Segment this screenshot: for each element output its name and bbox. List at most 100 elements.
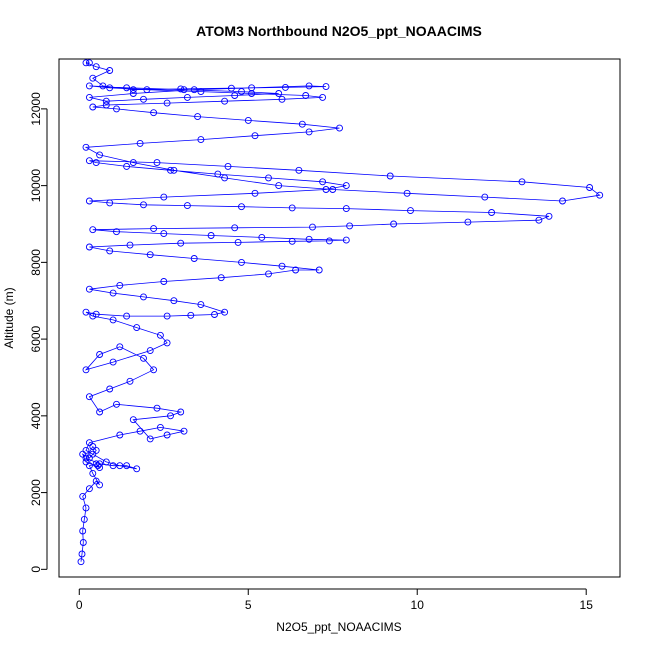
data-point xyxy=(160,230,168,238)
data-point xyxy=(82,446,90,454)
data-point xyxy=(116,431,124,439)
data-point xyxy=(329,186,337,193)
data-point xyxy=(136,427,144,435)
data-point xyxy=(92,460,100,468)
data-point xyxy=(150,366,158,374)
data-point xyxy=(275,182,283,190)
data-point xyxy=(136,139,144,147)
data-point xyxy=(92,446,100,454)
data-point xyxy=(258,233,266,241)
data-point xyxy=(265,270,272,278)
data-point xyxy=(177,85,185,93)
data-point xyxy=(133,465,141,473)
data-point xyxy=(113,105,120,113)
data-point xyxy=(150,225,158,233)
data-point xyxy=(319,93,327,101)
data-point xyxy=(92,477,100,485)
data-point xyxy=(302,92,310,99)
data-point xyxy=(89,103,97,111)
x-tick-label: 10 xyxy=(411,598,425,612)
data-point xyxy=(167,412,174,420)
data-point xyxy=(85,485,93,493)
data-point xyxy=(126,241,134,249)
data-point xyxy=(96,464,104,472)
data-point xyxy=(146,251,154,259)
data-point xyxy=(116,462,124,470)
data-point xyxy=(298,120,306,128)
data-point xyxy=(106,247,114,255)
data-point xyxy=(82,59,90,67)
x-axis: 0 5 10 15 xyxy=(76,588,593,612)
data-point xyxy=(559,197,566,205)
data-point xyxy=(163,339,171,347)
data-point xyxy=(85,82,93,90)
data-point xyxy=(96,481,104,489)
data-point xyxy=(156,331,164,339)
data-point xyxy=(278,95,286,103)
data-point xyxy=(102,458,110,466)
data-point xyxy=(85,393,93,401)
data-point xyxy=(163,312,171,320)
data-point xyxy=(143,86,151,94)
data-point xyxy=(170,166,178,174)
data-point xyxy=(102,97,110,105)
data-point xyxy=(183,93,191,101)
data-point xyxy=(180,86,188,94)
chart-title: ATOM3 Northbound N2O5_ppt_NOAACIMS xyxy=(196,23,482,39)
data-point xyxy=(106,385,114,393)
data-point xyxy=(146,347,154,355)
data-point xyxy=(129,416,137,424)
data-point xyxy=(146,435,154,443)
data-point xyxy=(96,351,104,358)
data-point xyxy=(123,162,131,170)
data-point xyxy=(248,84,256,92)
data-point xyxy=(82,454,90,462)
data-point xyxy=(85,462,93,470)
data-point xyxy=(214,170,222,178)
data-point xyxy=(224,162,232,170)
data-point xyxy=(390,220,398,228)
data-point xyxy=(221,308,229,316)
data-point xyxy=(92,159,100,167)
data-point xyxy=(160,193,168,201)
data-point xyxy=(133,324,141,332)
data-point xyxy=(140,95,147,103)
data-point xyxy=(170,297,178,305)
data-point xyxy=(89,226,97,234)
data-point xyxy=(319,178,327,186)
data-point xyxy=(217,274,225,282)
data-point xyxy=(82,308,90,316)
data-point xyxy=(342,205,350,213)
data-point xyxy=(106,199,114,207)
data-point xyxy=(251,132,259,140)
data-point xyxy=(94,462,102,470)
x-tick-label: 5 xyxy=(245,598,252,612)
data-point xyxy=(113,400,120,408)
data-point xyxy=(126,377,134,385)
data-point xyxy=(309,223,316,231)
data-point xyxy=(140,354,147,362)
data-point xyxy=(82,458,90,466)
y-tick-label: 6000 xyxy=(29,325,43,352)
data-point xyxy=(194,113,202,121)
data-point xyxy=(129,86,137,94)
data-point xyxy=(295,166,303,174)
data-point xyxy=(322,186,330,193)
data-point xyxy=(464,218,472,226)
data-point xyxy=(187,311,195,319)
data-point xyxy=(231,92,239,99)
data-point xyxy=(78,550,86,558)
data-point xyxy=(545,212,553,220)
y-tick-label: 10000 xyxy=(29,169,43,203)
data-point xyxy=(85,243,93,251)
plot-area xyxy=(77,59,604,566)
y-tick-label: 0 xyxy=(29,566,43,573)
data-point xyxy=(251,189,259,197)
data-point xyxy=(518,178,526,186)
data-point xyxy=(288,237,296,245)
data-point xyxy=(231,224,239,232)
data-point xyxy=(109,289,117,297)
data-point xyxy=(82,366,90,374)
data-point xyxy=(123,312,131,320)
